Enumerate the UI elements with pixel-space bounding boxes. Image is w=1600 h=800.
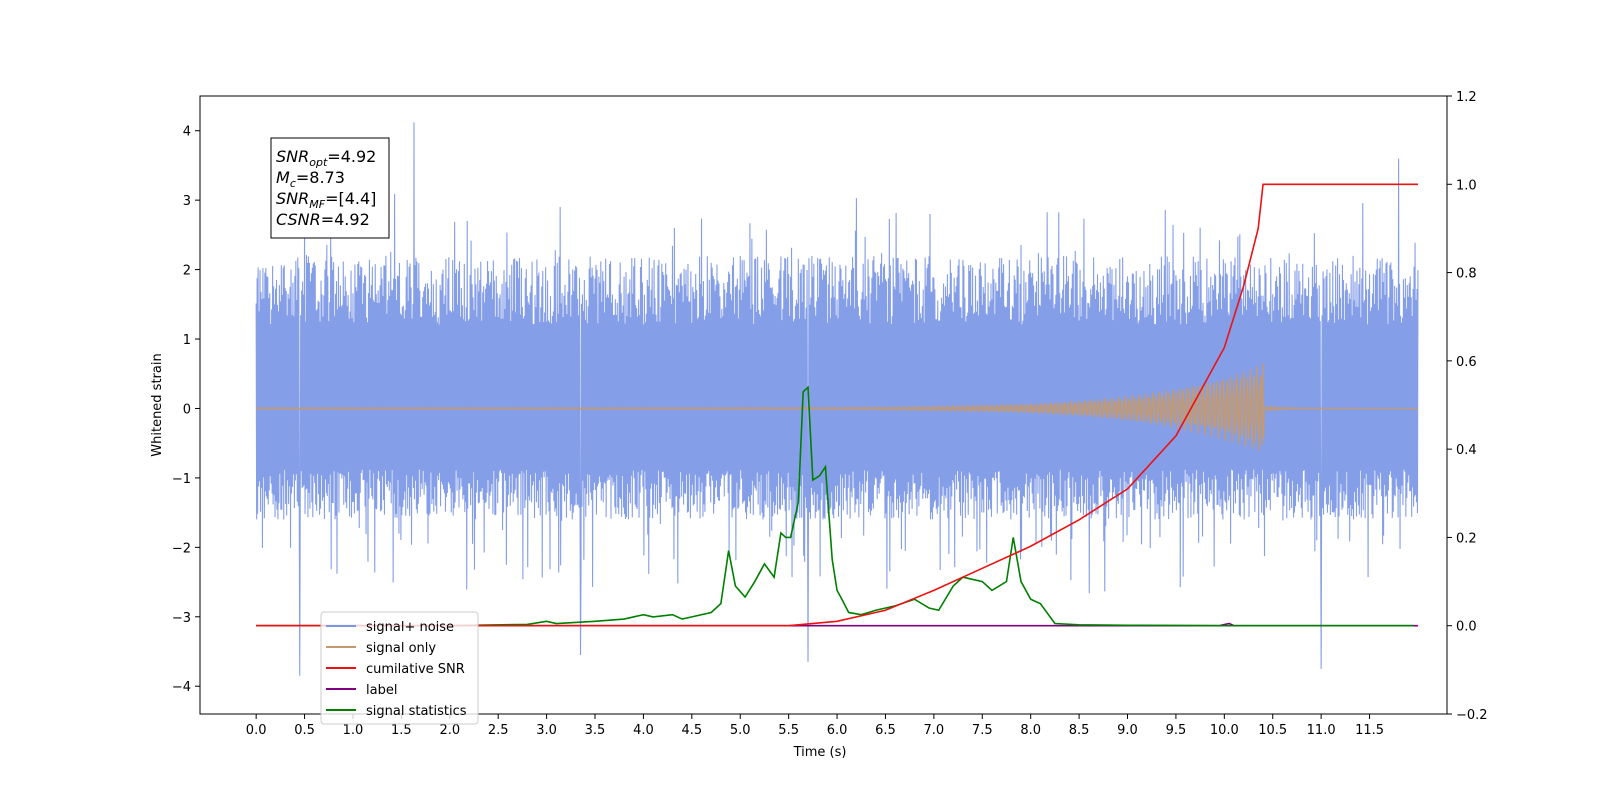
y-right-tick-label: 0.4 xyxy=(1456,443,1477,458)
legend-label: signal statistics xyxy=(366,704,467,719)
legend-label: label xyxy=(366,683,397,698)
series-signal-only-line xyxy=(255,363,1418,451)
x-tick-label: 9.5 xyxy=(1166,723,1187,738)
x-tick-label: 10.0 xyxy=(1210,723,1239,738)
y-right-tick-label: 1.0 xyxy=(1456,178,1477,193)
y-left-tick-label: −4 xyxy=(172,680,191,695)
y-right-tick-label: 0.8 xyxy=(1456,267,1477,282)
y-left-tick-label: 1 xyxy=(183,333,191,348)
annotation-frame xyxy=(270,137,390,239)
x-tick-label: 6.0 xyxy=(827,723,848,738)
plot-area xyxy=(255,122,1419,676)
x-tick-label: 3.0 xyxy=(536,723,557,738)
x-tick-label: 3.5 xyxy=(585,723,606,738)
x-tick-label: 1.0 xyxy=(343,723,364,738)
legend-label: signal only xyxy=(366,641,436,656)
x-tick-label: 11.0 xyxy=(1307,723,1336,738)
annotation-line: Mc=8.73 xyxy=(276,168,345,190)
x-tick-label: 8.5 xyxy=(1069,723,1090,738)
legend-label: cumilative SNR xyxy=(366,662,465,677)
y-left-tick-label: −3 xyxy=(172,611,191,626)
x-tick-label: 6.5 xyxy=(875,723,896,738)
x-axis-label: Time (s) xyxy=(793,745,847,760)
series-cumulative-snr-line xyxy=(256,183,1418,627)
x-tick-label: 0.5 xyxy=(294,723,315,738)
x-tick-label: 11.5 xyxy=(1355,723,1384,738)
y-right-tick-label: −0.2 xyxy=(1456,708,1488,723)
x-tick-label: 2.5 xyxy=(488,723,509,738)
annotation-line: SNRMF=[4.4] xyxy=(276,189,376,211)
x-tick-label: 7.5 xyxy=(972,723,993,738)
y-right-tick-label: 0.0 xyxy=(1456,620,1477,635)
y-axis-left: 4 3 2 1 0 −1 −2 −3 −4 xyxy=(172,125,200,695)
y-right-tick-label: 0.6 xyxy=(1456,355,1477,370)
x-tick-label: 4.5 xyxy=(681,723,702,738)
x-tick-label: 1.5 xyxy=(391,723,412,738)
legend-frame xyxy=(320,611,479,725)
x-tick-label: 2.0 xyxy=(439,723,460,738)
x-axis: 0.0 0.5 1.0 1.5 2.0 2.5 3.0 3.5 4.0 4.5 5.0 5.5 6.0 6… xyxy=(246,714,1384,738)
x-tick-label: 5.5 xyxy=(778,723,799,738)
x-tick-label: 8.0 xyxy=(1020,723,1041,738)
x-tick-label: 4.0 xyxy=(633,723,654,738)
x-tick-label: 9.0 xyxy=(1117,723,1138,738)
x-tick-label: 7.0 xyxy=(924,723,945,738)
y-axis-right: 1.2 1.0 0.8 0.6 0.4 0.2 0.0 −0.2 xyxy=(1447,90,1488,723)
series-signal-noise-line xyxy=(255,122,1419,676)
y-axis-label-left: Whitened strain xyxy=(150,353,165,456)
y-left-tick-label: −2 xyxy=(172,541,191,556)
plot-frame xyxy=(199,95,1448,715)
y-left-tick-label: 3 xyxy=(183,194,191,209)
y-left-tick-label: 2 xyxy=(183,264,191,279)
x-tick-label: 5.0 xyxy=(730,723,751,738)
legend-label: signal+ noise xyxy=(366,620,454,635)
y-left-tick-label: 4 xyxy=(183,125,191,140)
legend: signal+ noise signal only cumilative SNR la… xyxy=(320,611,479,725)
y-right-tick-label: 0.2 xyxy=(1456,531,1477,546)
y-right-tick-label: 1.2 xyxy=(1456,90,1477,105)
y-left-tick-label: 0 xyxy=(183,402,191,417)
series-signal-statistics-line xyxy=(256,385,1414,627)
y-left-tick-label: −1 xyxy=(172,472,191,487)
x-tick-label: 10.5 xyxy=(1258,723,1287,738)
x-tick-label: 0.0 xyxy=(246,723,267,738)
annotation-line: CSNR=4.92 xyxy=(276,210,370,229)
annotation-line: SNRopt=4.92 xyxy=(276,147,376,169)
